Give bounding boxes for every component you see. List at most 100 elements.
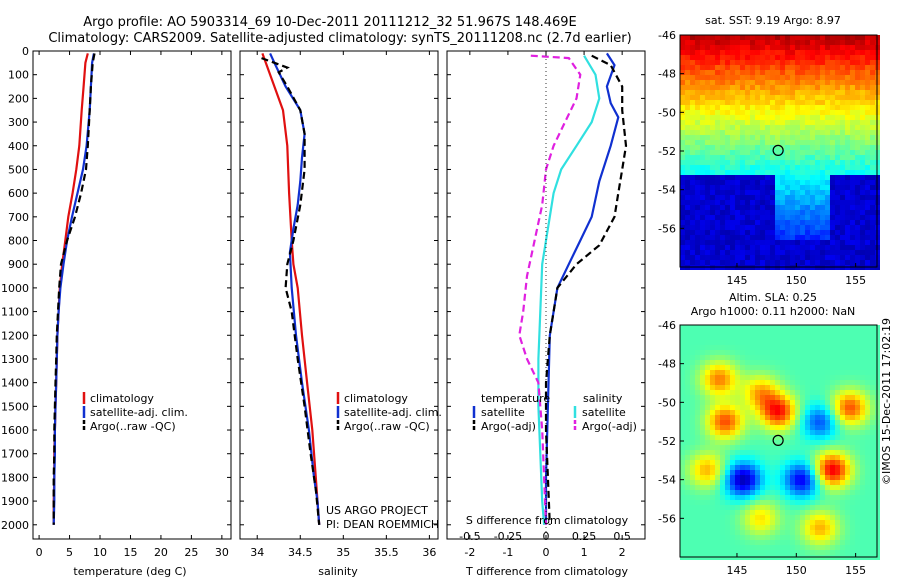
- map-cell: [680, 85, 685, 90]
- map-cell: [840, 490, 845, 495]
- map-cell: [815, 185, 820, 190]
- map-cell: [830, 375, 835, 380]
- map-cell: [815, 340, 820, 345]
- y-tick-label: -46: [658, 319, 676, 332]
- map-cell: [735, 335, 740, 340]
- map-cell: [795, 135, 800, 140]
- map-cell: [715, 500, 720, 505]
- map-cell: [705, 405, 710, 410]
- map-cell: [740, 230, 745, 235]
- map-cell: [820, 35, 825, 40]
- map-cell: [755, 210, 760, 215]
- map-cell: [755, 160, 760, 165]
- map-cell: [720, 405, 725, 410]
- map-cell: [860, 420, 865, 425]
- map-cell: [710, 120, 715, 125]
- map-cell: [720, 255, 725, 260]
- map-cell: [835, 530, 840, 535]
- map-cell: [715, 160, 720, 165]
- map-cell: [755, 415, 760, 420]
- map-cell: [845, 470, 850, 475]
- map-cell: [730, 175, 735, 180]
- map-cell: [795, 55, 800, 60]
- map-cell: [805, 385, 810, 390]
- map-cell: [870, 235, 875, 240]
- map-cell: [800, 460, 805, 465]
- map-cell: [780, 200, 785, 205]
- map-cell: [780, 545, 785, 550]
- map-cell: [760, 490, 765, 495]
- map-cell: [820, 65, 825, 70]
- map-cell: [690, 100, 695, 105]
- map-cell: [685, 190, 690, 195]
- map-cell: [750, 90, 755, 95]
- map-cell: [760, 75, 765, 80]
- map-cell: [790, 170, 795, 175]
- map-cell: [725, 395, 730, 400]
- map-cell: [805, 200, 810, 205]
- map-cell: [680, 350, 685, 355]
- map-cell: [840, 335, 845, 340]
- map-cell: [715, 515, 720, 520]
- map-cell: [730, 125, 735, 130]
- map-cell: [740, 50, 745, 55]
- map-cell: [710, 515, 715, 520]
- map-cell: [695, 165, 700, 170]
- map-cell: [745, 500, 750, 505]
- map-cell: [870, 365, 875, 370]
- map-cell: [695, 335, 700, 340]
- map-cell: [750, 355, 755, 360]
- map-cell: [745, 115, 750, 120]
- map-cell: [790, 505, 795, 510]
- map-cell: [810, 360, 815, 365]
- map-cell: [730, 445, 735, 450]
- map-cell: [720, 55, 725, 60]
- map-cell: [870, 200, 875, 205]
- map-cell: [865, 330, 870, 335]
- map-cell: [790, 255, 795, 260]
- map-cell: [855, 75, 860, 80]
- map-cell: [805, 70, 810, 75]
- map-cell: [755, 440, 760, 445]
- map-cell: [750, 495, 755, 500]
- map-cell: [800, 530, 805, 535]
- map-cell: [715, 125, 720, 130]
- map-cell: [725, 550, 730, 555]
- map-cell: [695, 430, 700, 435]
- map-cell: [825, 125, 830, 130]
- map-cell: [705, 345, 710, 350]
- map-cell: [825, 335, 830, 340]
- map-cell: [850, 65, 855, 70]
- map-cell: [840, 160, 845, 165]
- map-cell: [870, 145, 875, 150]
- map-cell: [780, 450, 785, 455]
- map-cell: [870, 220, 875, 225]
- y-tick-label: -48: [658, 68, 676, 81]
- map-cell: [860, 65, 865, 70]
- map-cell: [695, 205, 700, 210]
- map-cell: [860, 455, 865, 460]
- map-cell: [700, 260, 705, 265]
- map-cell: [860, 470, 865, 475]
- map-cell: [810, 370, 815, 375]
- map-cell: [790, 470, 795, 475]
- map-cell: [740, 175, 745, 180]
- map-cell: [825, 395, 830, 400]
- series-line: [52, 53, 96, 525]
- map-cell: [725, 120, 730, 125]
- map-cell: [850, 75, 855, 80]
- map-cell: [785, 450, 790, 455]
- map-cell: [770, 180, 775, 185]
- map-cell: [715, 395, 720, 400]
- map-cell: [695, 330, 700, 335]
- map-cell: [795, 350, 800, 355]
- map-cell: [690, 140, 695, 145]
- map-cell: [810, 85, 815, 90]
- sla-map-title: Altim. SLA: 0.25: [729, 291, 817, 304]
- map-cell: [770, 155, 775, 160]
- map-cell: [800, 50, 805, 55]
- map-cell: [855, 355, 860, 360]
- map-cell: [785, 225, 790, 230]
- map-cell: [705, 100, 710, 105]
- map-cell: [770, 85, 775, 90]
